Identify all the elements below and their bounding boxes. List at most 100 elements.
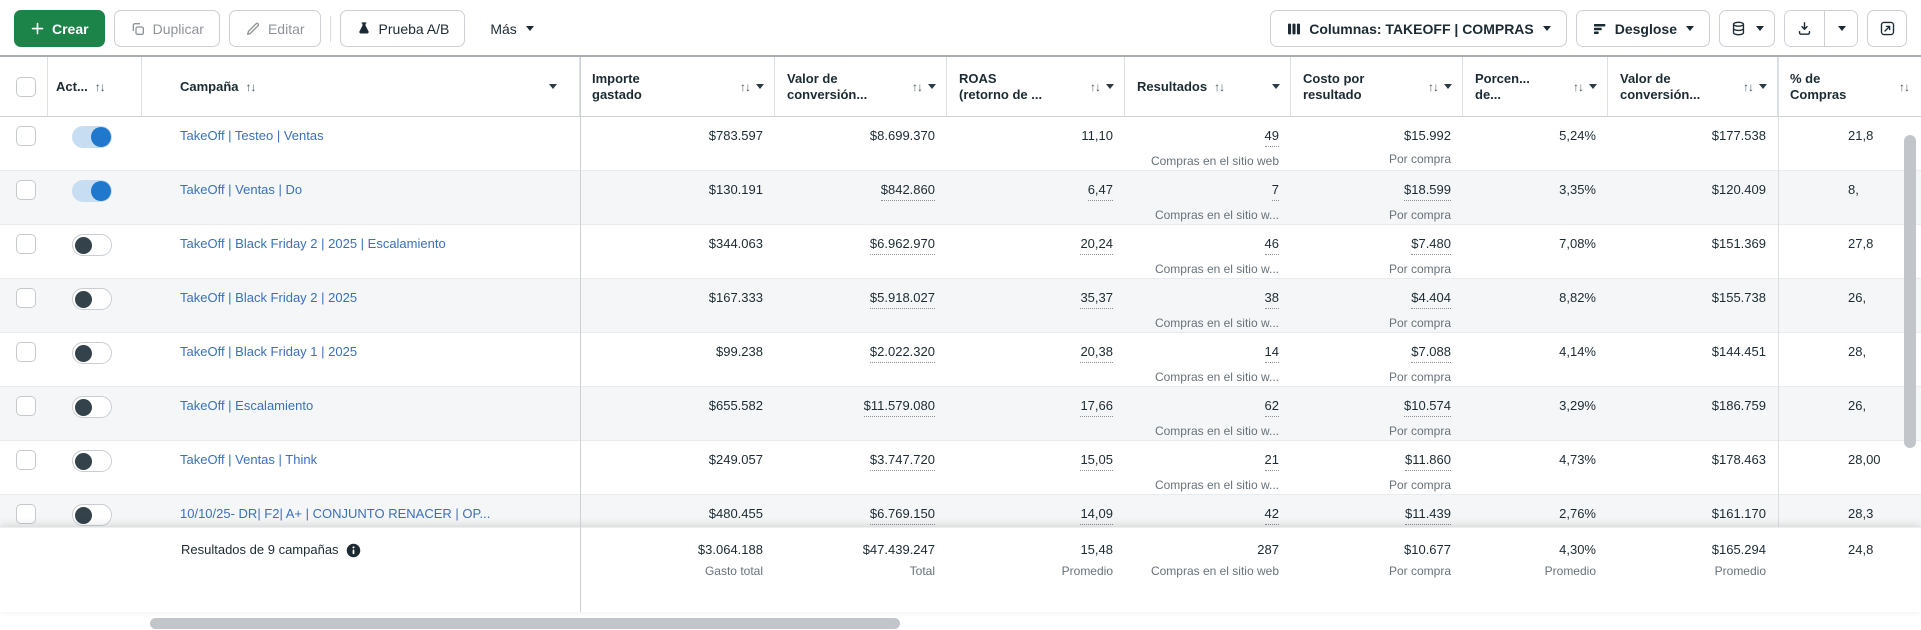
row-checkbox[interactable] (16, 396, 36, 416)
summary-pct-cell: 4,30% Promedio (1463, 528, 1608, 612)
campaign-active-toggle[interactable] (72, 504, 112, 526)
campaign-name-link[interactable]: TakeOff | Ventas | Think (180, 452, 318, 467)
cost-per-result-cell: $11.860 Por compra (1291, 441, 1463, 494)
column-header-roas[interactable]: ROAS (retorno de ... ↑↓ (947, 57, 1125, 116)
column-header-cost_per_result[interactable]: Costo por resultado ↑↓ (1291, 57, 1463, 116)
conv-value-cell: $6.769.150 (775, 495, 947, 548)
campaign-active-toggle[interactable] (72, 342, 112, 364)
column-header-spend[interactable]: Importe gastado ↑↓ (580, 57, 775, 116)
campaign-name-link[interactable]: TakeOff | Testeo | Ventas (180, 128, 324, 143)
roas-value: 15,05 (1080, 451, 1113, 471)
column-menu-chevron-down-icon[interactable] (1589, 84, 1597, 89)
duplicate-icon (130, 21, 146, 37)
duplicate-button[interactable]: Duplicar (113, 10, 220, 47)
info-icon[interactable] (346, 543, 361, 558)
create-button[interactable]: Crear (14, 10, 105, 47)
percentage-value: 4,73% (1559, 452, 1596, 467)
charts-button[interactable] (1867, 10, 1907, 47)
roas-cell: 15,05 (947, 441, 1125, 494)
column-header-conv_value_2[interactable]: Valor de conversión... ↑↓ (1608, 57, 1778, 116)
download-button[interactable] (1785, 11, 1824, 46)
campaign-active-toggle[interactable] (72, 180, 112, 202)
column-menu-chevron-down-icon[interactable] (549, 84, 557, 89)
results-sub-label: Compras en el sitio w... (1154, 424, 1279, 438)
pct-compras-value: 26, (1848, 290, 1867, 305)
column-header-pct_compras[interactable]: % de Compras ↑↓ (1778, 57, 1921, 116)
columns-button[interactable]: Columnas: TAKEOFF | COMPRAS (1270, 10, 1567, 47)
pct-compras-value: 28,00 (1848, 452, 1881, 467)
more-button[interactable]: Más (474, 10, 550, 47)
row-checkbox[interactable] (16, 288, 36, 308)
row-checkbox[interactable] (16, 504, 36, 524)
toggle-knob (75, 290, 92, 308)
campaign-name-link[interactable]: TakeOff | Black Friday 2 | 2025 (180, 290, 358, 305)
edit-button[interactable]: Editar (228, 10, 321, 47)
pct-compras-value: 27,8 (1848, 236, 1874, 251)
column-menu-chevron-down-icon[interactable] (756, 84, 764, 89)
campaign-name-link[interactable]: TakeOff | Black Friday 1 | 2025 (180, 344, 358, 359)
column-menu-chevron-down-icon[interactable] (1759, 84, 1767, 89)
row-active-cell (48, 495, 142, 548)
campaign-row: TakeOff | Black Friday 2 | 2025 $167.333 $… (0, 279, 1921, 333)
ab-test-button[interactable]: Prueba A/B (339, 10, 466, 47)
column-header-act[interactable]: Act... ↑↓ (48, 57, 142, 116)
percentage-value: 5,24% (1559, 128, 1596, 143)
column-header-campaign[interactable]: Campaña ↑↓ (142, 57, 580, 116)
chevron-down-icon (1838, 26, 1846, 31)
spend-cell: $167.333 (580, 279, 775, 332)
column-header-results[interactable]: Resultados ↑↓ (1125, 57, 1291, 116)
spend-value: $783.597 (708, 128, 763, 143)
campaign-name-link[interactable]: TakeOff | Ventas | Do (180, 182, 303, 197)
table-header-row: Act... ↑↓ Campaña ↑↓ Importe gastado ↑↓ Valor d… (0, 57, 1921, 117)
campaign-active-toggle[interactable] (72, 234, 112, 256)
breakdown-icon (1592, 21, 1608, 37)
column-header-check[interactable] (0, 57, 48, 116)
sort-icon: ↑↓ (1214, 79, 1225, 94)
row-checkbox[interactable] (16, 180, 36, 200)
row-checkbox[interactable] (16, 126, 36, 146)
vertical-scrollbar[interactable] (1904, 135, 1916, 448)
percentage-cell: 3,35% (1463, 171, 1608, 224)
horizontal-scrollbar[interactable] (150, 618, 900, 629)
campaign-active-toggle[interactable] (72, 450, 112, 472)
cost-per-result-sub-label: Por compra (1388, 424, 1451, 438)
column-menu-chevron-down-icon[interactable] (1106, 84, 1114, 89)
table-top-scrollbar[interactable] (0, 55, 1921, 57)
breakdown-button[interactable]: Desglose (1575, 10, 1710, 47)
results-cell: 38 Compras en el sitio w... (1125, 279, 1291, 332)
cost-per-result-sub-label: Por compra (1388, 262, 1451, 276)
results-sub-label: Compras en el sitio w... (1154, 316, 1279, 330)
campaign-active-toggle[interactable] (72, 396, 112, 418)
column-menu-chevron-down-icon[interactable] (1444, 84, 1452, 89)
plus-icon (30, 21, 45, 36)
sort-icon: ↑↓ (245, 79, 257, 94)
duplicate-button-label: Duplicar (152, 20, 204, 37)
reports-button[interactable] (1719, 10, 1775, 47)
download-options-button[interactable] (1824, 11, 1857, 46)
row-checkbox[interactable] (16, 342, 36, 362)
pct-compras-cell: 28,00 (1778, 441, 1921, 494)
column-header-percentage[interactable]: Porcen... de... ↑↓ (1463, 57, 1608, 116)
roas-cell: 35,37 (947, 279, 1125, 332)
campaign-active-toggle[interactable] (72, 126, 112, 148)
row-select-cell (0, 495, 48, 548)
row-checkbox[interactable] (16, 450, 36, 470)
campaign-name-link[interactable]: TakeOff | Black Friday 2 | 2025 | Escala… (180, 236, 446, 251)
percentage-cell: 3,29% (1463, 387, 1608, 440)
cost-per-result-cell: $4.404 Por compra (1291, 279, 1463, 332)
select-all-checkbox[interactable] (16, 76, 36, 97)
column-menu-chevron-down-icon[interactable] (1272, 84, 1280, 89)
summary-pct-label: Promedio (1544, 564, 1596, 578)
campaign-name-link[interactable]: TakeOff | Escalamiento (180, 398, 314, 413)
column-header-conv_value[interactable]: Valor de conversión... ↑↓ (775, 57, 947, 116)
row-active-cell (48, 333, 142, 386)
column-menu-chevron-down-icon[interactable] (928, 84, 936, 89)
campaign-active-toggle[interactable] (72, 288, 112, 310)
conv-value-2-cell: $177.538 (1608, 117, 1778, 170)
roas-cell: 20,38 (947, 333, 1125, 386)
campaign-name-link[interactable]: 10/10/25- DR| F2| A+ | CONJUNTO RENACER … (180, 506, 491, 521)
campaign-name-cell: TakeOff | Escalamiento (142, 387, 580, 440)
column-header-label: Campaña (180, 78, 239, 94)
row-checkbox[interactable] (16, 234, 36, 254)
column-header-label: ROAS (retorno de ... (959, 70, 1043, 102)
